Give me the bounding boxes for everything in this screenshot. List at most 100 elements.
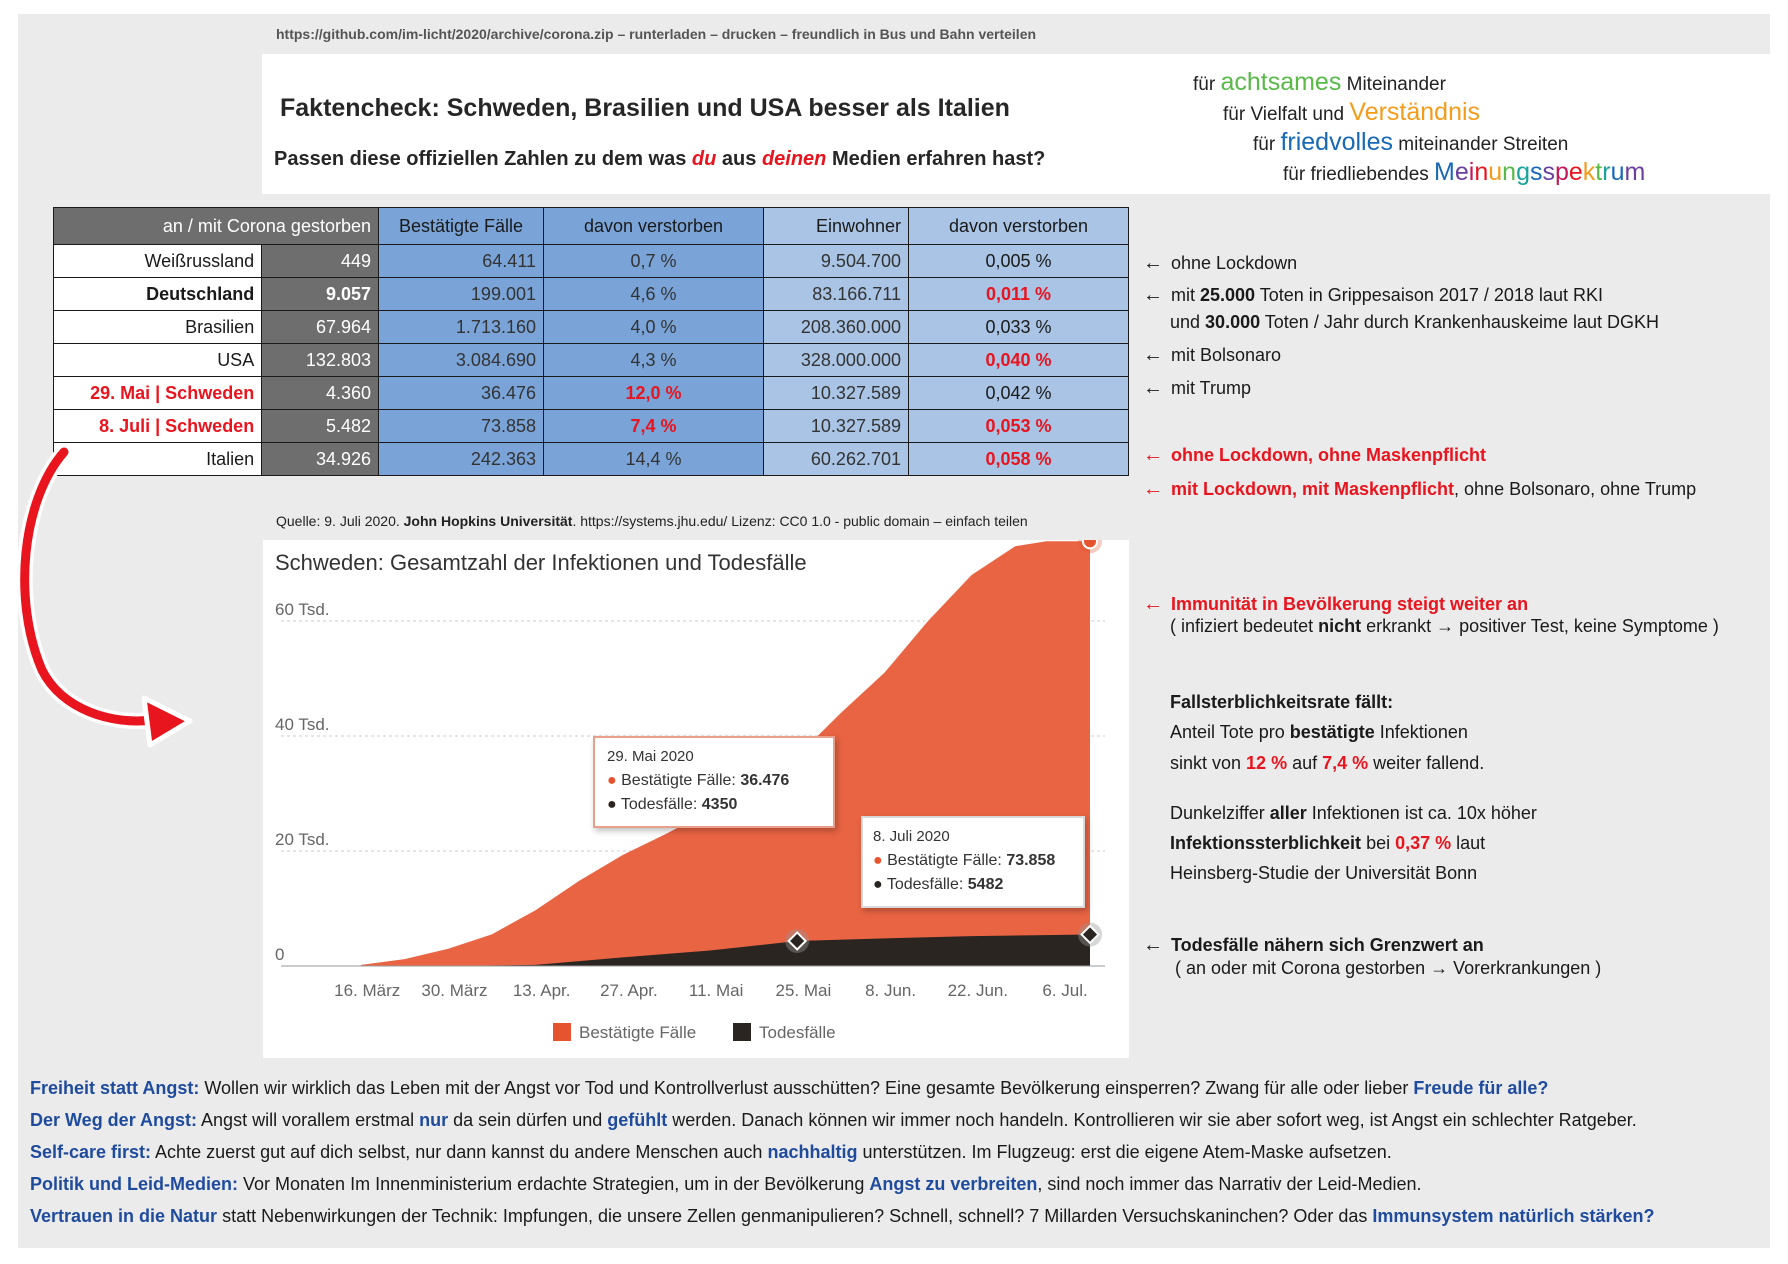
deaths-value: 9.057 xyxy=(261,277,379,311)
death-marker xyxy=(1080,924,1100,945)
deaths-area xyxy=(361,934,1090,966)
chart-title: Schweden: Gesamtzahl der Infektionen und… xyxy=(275,550,807,575)
x-tick-label: 6. Jul. xyxy=(1042,981,1087,1000)
footer-line-2: Der Weg der Angst: Angst will vorallem e… xyxy=(30,1110,1637,1130)
deaths-value: 449 xyxy=(261,244,379,278)
cfr-value: 14,4 % xyxy=(543,442,764,476)
motto-line-3: für friedvolles miteinander Streiten xyxy=(1253,128,1569,156)
orange-dot-icon: ● xyxy=(873,852,883,869)
rainbow-letter: r xyxy=(1602,158,1611,186)
rainbow-letter: e xyxy=(1568,158,1583,186)
header-population: Einwohner xyxy=(763,207,909,245)
motto-line-2: für Vielfalt und Verständnis xyxy=(1223,98,1481,126)
left-arrow-icon: ← xyxy=(1143,478,1163,500)
rainbow-letter: g xyxy=(1516,158,1530,186)
rainbow-letter: k xyxy=(1582,158,1596,186)
side-immunity-detail: ( infiziert bedeutet nicht erkrankt → po… xyxy=(1170,616,1719,636)
rainbow-letter: m xyxy=(1624,158,1646,186)
header-box xyxy=(262,54,1770,194)
header-deaths: an / mit Corona gestorben xyxy=(53,207,379,245)
deaths-value: 34.926 xyxy=(261,442,379,476)
cases-value: 3.084.690 xyxy=(378,343,544,377)
download-url[interactable]: https://github.com/im-licht/2020/archive… xyxy=(276,26,1037,42)
black-dot-icon: ● xyxy=(873,876,883,893)
cfr-value: 4,6 % xyxy=(543,277,764,311)
note-germany-2: und 30.000 Toten / Jahr durch Krankenhau… xyxy=(1170,312,1659,332)
cases-value: 73.858 xyxy=(378,409,544,443)
footer-line-4: Politik und Leid-Medien: Vor Monaten Im … xyxy=(30,1174,1422,1194)
note-sweden: ← ohne Lockdown, ohne Maskenpflicht xyxy=(1143,444,1487,466)
y-tick-label: 40 Tsd. xyxy=(275,715,330,734)
facts-table: an / mit Corona gestorben Bestätigte Fäl… xyxy=(52,207,1129,476)
left-arrow-icon: ← xyxy=(1143,934,1163,956)
side-immunity: ← Immunität in Bevölkerung steigt weiter … xyxy=(1143,593,1529,615)
population-value: 328.000.000 xyxy=(763,343,909,377)
legend-swatch-cases xyxy=(553,1023,571,1041)
rainbow-letter: n xyxy=(1502,158,1517,186)
tooltip-cases: ● Bestätigte Fälle: 73.858 xyxy=(873,852,1056,869)
tooltip-date: 8. Juli 2020 xyxy=(873,828,950,845)
population-value: 83.166.711 xyxy=(763,277,909,311)
x-tick-label: 8. Jun. xyxy=(865,981,916,1000)
side-cfr-line2: sinkt von 12 % auf 7,4 % weiter fallend. xyxy=(1170,753,1485,773)
footer-line-3: Self-care first: Achte zuerst gut auf di… xyxy=(30,1142,1392,1162)
case-marker xyxy=(1082,533,1098,550)
left-arrow-icon: ← xyxy=(1143,252,1163,274)
side-dark-figure: Dunkelziffer aller Infektionen ist ca. 1… xyxy=(1170,803,1537,823)
population-value: 208.360.000 xyxy=(763,310,909,344)
table-row: Deutschland 9.057 199.001 4,6 % 83.166.7… xyxy=(52,277,1129,311)
meinungsspektrum-word: Meinungsspektrum xyxy=(1434,158,1645,186)
population-value: 60.262.701 xyxy=(763,442,909,476)
page-title: Faktencheck: Schweden, Brasilien und USA… xyxy=(280,94,1010,122)
x-tick-label: 13. Apr. xyxy=(513,981,571,1000)
rate-value: 0,042 % xyxy=(908,376,1129,410)
tooltip-date: 29. Mai 2020 xyxy=(607,748,694,765)
side-deaths-detail: ( an oder mit Corona gestorben → Vorerkr… xyxy=(1175,958,1602,978)
table-row: Brasilien 67.964 1.713.160 4,0 % 208.360… xyxy=(52,310,1129,344)
cfr-value: 12,0 % xyxy=(543,376,764,410)
x-tick-label: 30. März xyxy=(421,981,487,1000)
table-row: 29. Mai | Schweden 4.360 36.476 12,0 % 1… xyxy=(52,376,1129,410)
country-name: Weißrussland xyxy=(52,244,263,278)
population-value: 10.327.589 xyxy=(763,376,909,410)
left-arrow-icon: ← xyxy=(1143,344,1163,366)
table-row: Italien 34.926 242.363 14,4 % 60.262.701… xyxy=(52,442,1129,476)
cases-value: 64.411 xyxy=(378,244,544,278)
y-tick-label: 0 xyxy=(275,945,284,964)
rainbow-letter: n xyxy=(1474,158,1489,186)
cases-value: 199.001 xyxy=(378,277,544,311)
rainbow-letter: s xyxy=(1542,158,1555,186)
tooltip-july: 8. Juli 2020 ● Bestätigte Fälle: 73.858 … xyxy=(861,816,1085,908)
country-name: USA xyxy=(52,343,263,377)
table-header-row: an / mit Corona gestorben Bestätigte Fäl… xyxy=(53,207,1129,245)
note-italy: ← mit Lockdown, mit Maskenpflicht, ohne B… xyxy=(1143,478,1697,500)
deaths-value: 4.360 xyxy=(261,376,379,410)
footer-line-5: Vertrauen in die Natur statt Nebenwirkun… xyxy=(30,1206,1655,1226)
left-arrow-icon: ← xyxy=(1143,593,1163,615)
legend-swatch-deaths xyxy=(733,1023,751,1041)
y-tick-label: 60 Tsd. xyxy=(275,600,330,619)
header-rate: davon verstorben xyxy=(908,207,1129,245)
rainbow-letter: p xyxy=(1554,158,1569,186)
population-value: 9.504.700 xyxy=(763,244,909,278)
curved-arrow-icon xyxy=(16,444,193,748)
country-name: 29. Mai | Schweden xyxy=(52,376,263,410)
sweden-chart: Schweden: Gesamtzahl der Infektionen und… xyxy=(263,529,1129,1058)
cases-value: 36.476 xyxy=(378,376,544,410)
left-arrow-icon: ← xyxy=(1143,444,1163,466)
x-tick-label: 16. März xyxy=(334,981,400,1000)
motto-line-1: für achtsames Miteinander xyxy=(1193,68,1446,96)
country-name: Deutschland xyxy=(52,277,263,311)
country-name: 8. Juli | Schweden xyxy=(52,409,263,443)
rainbow-letter: u xyxy=(1610,158,1625,186)
orange-dot-icon: ● xyxy=(607,772,617,789)
cfr-value: 7,4 % xyxy=(543,409,764,443)
note-brazil: ← mit Bolsonaro xyxy=(1143,344,1282,366)
cfr-value: 0,7 % xyxy=(543,244,764,278)
note-usa: ← mit Trump xyxy=(1143,377,1252,399)
table-row: USA 132.803 3.084.690 4,3 % 328.000.000 … xyxy=(52,343,1129,377)
tooltip-cases: ● Bestätigte Fälle: 36.476 xyxy=(607,772,790,789)
cases-value: 1.713.160 xyxy=(378,310,544,344)
left-arrow-icon: ← xyxy=(1143,377,1163,399)
rate-value: 0,033 % xyxy=(908,310,1129,344)
